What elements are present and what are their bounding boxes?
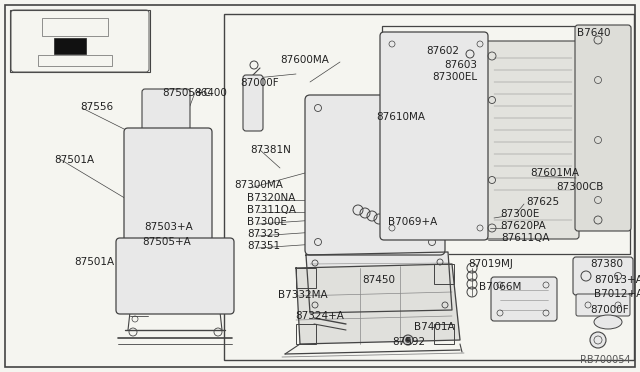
Bar (38, 55, 112, 66)
Text: B7012+A: B7012+A (594, 289, 640, 299)
Text: 87501A: 87501A (74, 257, 114, 267)
FancyBboxPatch shape (573, 257, 633, 295)
FancyBboxPatch shape (575, 25, 631, 231)
Bar (434, 324, 454, 344)
Bar (54, 38, 86, 54)
Text: 87380: 87380 (590, 259, 623, 269)
Text: B7332MA: B7332MA (278, 290, 328, 300)
Text: 87000F: 87000F (590, 305, 628, 315)
Text: 87013+A: 87013+A (594, 275, 640, 285)
FancyBboxPatch shape (576, 294, 630, 316)
Circle shape (590, 332, 606, 348)
FancyBboxPatch shape (574, 160, 602, 182)
Text: 87602: 87602 (426, 46, 459, 56)
FancyBboxPatch shape (116, 238, 234, 314)
FancyBboxPatch shape (243, 75, 263, 131)
Bar (224, 14, 634, 360)
Text: 87505+A: 87505+A (142, 237, 191, 247)
Bar (296, 324, 316, 344)
Bar (296, 268, 316, 288)
Text: 87501A: 87501A (54, 155, 94, 165)
FancyBboxPatch shape (314, 286, 340, 306)
Text: 86400: 86400 (194, 88, 227, 98)
FancyBboxPatch shape (305, 95, 445, 255)
Text: B7401A: B7401A (414, 322, 454, 332)
Polygon shape (314, 318, 346, 330)
Bar (42, 18, 108, 36)
Text: 87505+C: 87505+C (162, 88, 211, 98)
Text: 87601MA: 87601MA (530, 168, 579, 178)
Ellipse shape (594, 315, 622, 329)
Circle shape (406, 337, 410, 343)
Text: 87351: 87351 (247, 241, 280, 251)
Text: 87600MA: 87600MA (280, 55, 329, 65)
Text: B7640: B7640 (577, 28, 611, 38)
Bar (382, 26, 630, 254)
Text: 87620PA: 87620PA (500, 221, 546, 231)
Bar (434, 264, 454, 284)
Text: 87325: 87325 (247, 229, 280, 239)
Polygon shape (306, 252, 452, 313)
Text: B7311QA: B7311QA (247, 205, 296, 215)
Text: 87300CB: 87300CB (556, 182, 604, 192)
Text: RB700054: RB700054 (580, 355, 630, 365)
FancyBboxPatch shape (491, 277, 557, 321)
Text: 87556: 87556 (80, 102, 113, 112)
Text: 87300MA: 87300MA (234, 180, 283, 190)
FancyBboxPatch shape (124, 128, 212, 246)
FancyBboxPatch shape (485, 41, 579, 239)
Polygon shape (296, 264, 460, 344)
Text: 87000F: 87000F (240, 78, 278, 88)
Bar (10, 10, 150, 72)
Text: 87019MJ: 87019MJ (468, 259, 513, 269)
Text: 87592: 87592 (392, 337, 425, 347)
Text: 87603: 87603 (444, 60, 477, 70)
Circle shape (403, 335, 413, 345)
Text: 87610MA: 87610MA (376, 112, 425, 122)
FancyBboxPatch shape (142, 89, 190, 135)
Text: B7320NA: B7320NA (247, 193, 296, 203)
Text: 87324+A: 87324+A (295, 311, 344, 321)
FancyBboxPatch shape (380, 32, 488, 240)
Text: 87300E: 87300E (500, 209, 540, 219)
Text: 87503+A: 87503+A (144, 222, 193, 232)
Text: 87381N: 87381N (250, 145, 291, 155)
Text: B7069+A: B7069+A (388, 217, 437, 227)
Text: 87611QA: 87611QA (501, 233, 550, 243)
Text: B7066M: B7066M (479, 282, 522, 292)
Text: B7300E: B7300E (247, 217, 287, 227)
Text: 87625: 87625 (526, 197, 559, 207)
Text: 87450: 87450 (362, 275, 395, 285)
Text: 87300EL: 87300EL (432, 72, 477, 82)
